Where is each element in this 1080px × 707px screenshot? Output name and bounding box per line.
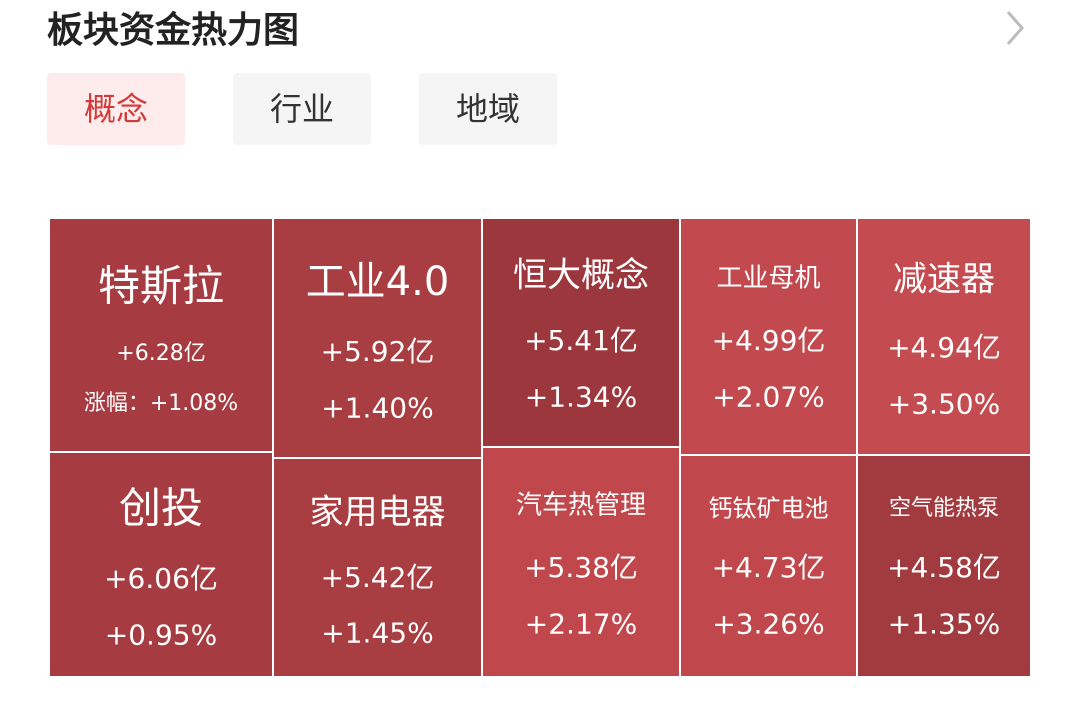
sector-name: 空气能热泵	[888, 496, 999, 521]
fund-flow: +5.41亿	[524, 324, 638, 357]
price-change: +1.34%	[524, 380, 638, 414]
sector-name: 特斯拉	[97, 261, 224, 311]
sector-name: 钙钛矿电池	[708, 494, 829, 523]
sector-name: 创投	[118, 483, 203, 533]
fund-flow: +4.99亿	[711, 324, 826, 357]
sector-name: 减速器	[893, 259, 995, 300]
sector-cell[interactable]: 特斯拉 +6.28亿涨幅：+1.08%	[49, 218, 273, 452]
price-change: +1.40%	[321, 391, 434, 425]
price-change: +2.17%	[524, 607, 638, 641]
sector-name: 汽车热管理	[515, 490, 646, 521]
sector-cell[interactable]: 减速器 +4.94亿 +3.50%	[857, 218, 1031, 455]
tab[interactable]: 地域	[419, 73, 557, 145]
sector-cell[interactable]: 创投 +6.06亿 +0.95%	[49, 452, 273, 677]
sector-cell[interactable]: 家用电器 +5.42亿 +1.45%	[273, 458, 482, 677]
price-change: +3.26%	[712, 607, 825, 641]
sector-cell[interactable]: 汽车热管理 +5.38亿 +2.17%	[482, 447, 680, 677]
fund-flow: +6.28亿	[116, 341, 206, 366]
fund-flow: +6.06亿	[104, 562, 218, 595]
fund-flow: +5.38亿	[524, 551, 638, 584]
price-change: +0.95%	[104, 618, 218, 652]
fund-flow: +4.94亿	[887, 331, 1001, 364]
price-change: +1.35%	[887, 607, 1001, 641]
fund-flow: +5.42亿	[320, 561, 435, 594]
tab[interactable]: 概念	[47, 73, 185, 145]
price-change: 涨幅：+1.08%	[83, 391, 239, 416]
price-change: +3.50%	[887, 387, 1001, 421]
more-arrow[interactable]	[1000, 8, 1030, 48]
fund-flow: +4.73亿	[711, 551, 826, 584]
sector-cell[interactable]: 工业母机 +4.99亿 +2.07%	[680, 218, 857, 455]
fund-flow: +4.58亿	[887, 551, 1001, 584]
sector-cell[interactable]: 钙钛矿电池 +4.73亿 +3.26%	[680, 455, 857, 677]
sector-cell[interactable]: 空气能热泵 +4.58亿 +1.35%	[857, 455, 1031, 677]
sector-name: 工业母机	[716, 263, 821, 294]
sector-cell[interactable]: 恒大概念 +5.41亿 +1.34%	[482, 218, 680, 447]
fund-flow: +5.92亿	[320, 335, 435, 368]
sector-cell[interactable]: 工业4.0 +5.92亿 +1.40%	[273, 218, 482, 458]
price-change: +2.07%	[712, 380, 825, 414]
sector-name: 恒大概念	[513, 255, 649, 296]
price-change: +1.45%	[321, 616, 434, 650]
tab[interactable]: 行业	[233, 73, 371, 145]
page-title: 板块资金热力图	[47, 10, 300, 51]
sector-name: 工业4.0	[305, 259, 450, 305]
sector-name: 家用电器	[309, 492, 446, 533]
